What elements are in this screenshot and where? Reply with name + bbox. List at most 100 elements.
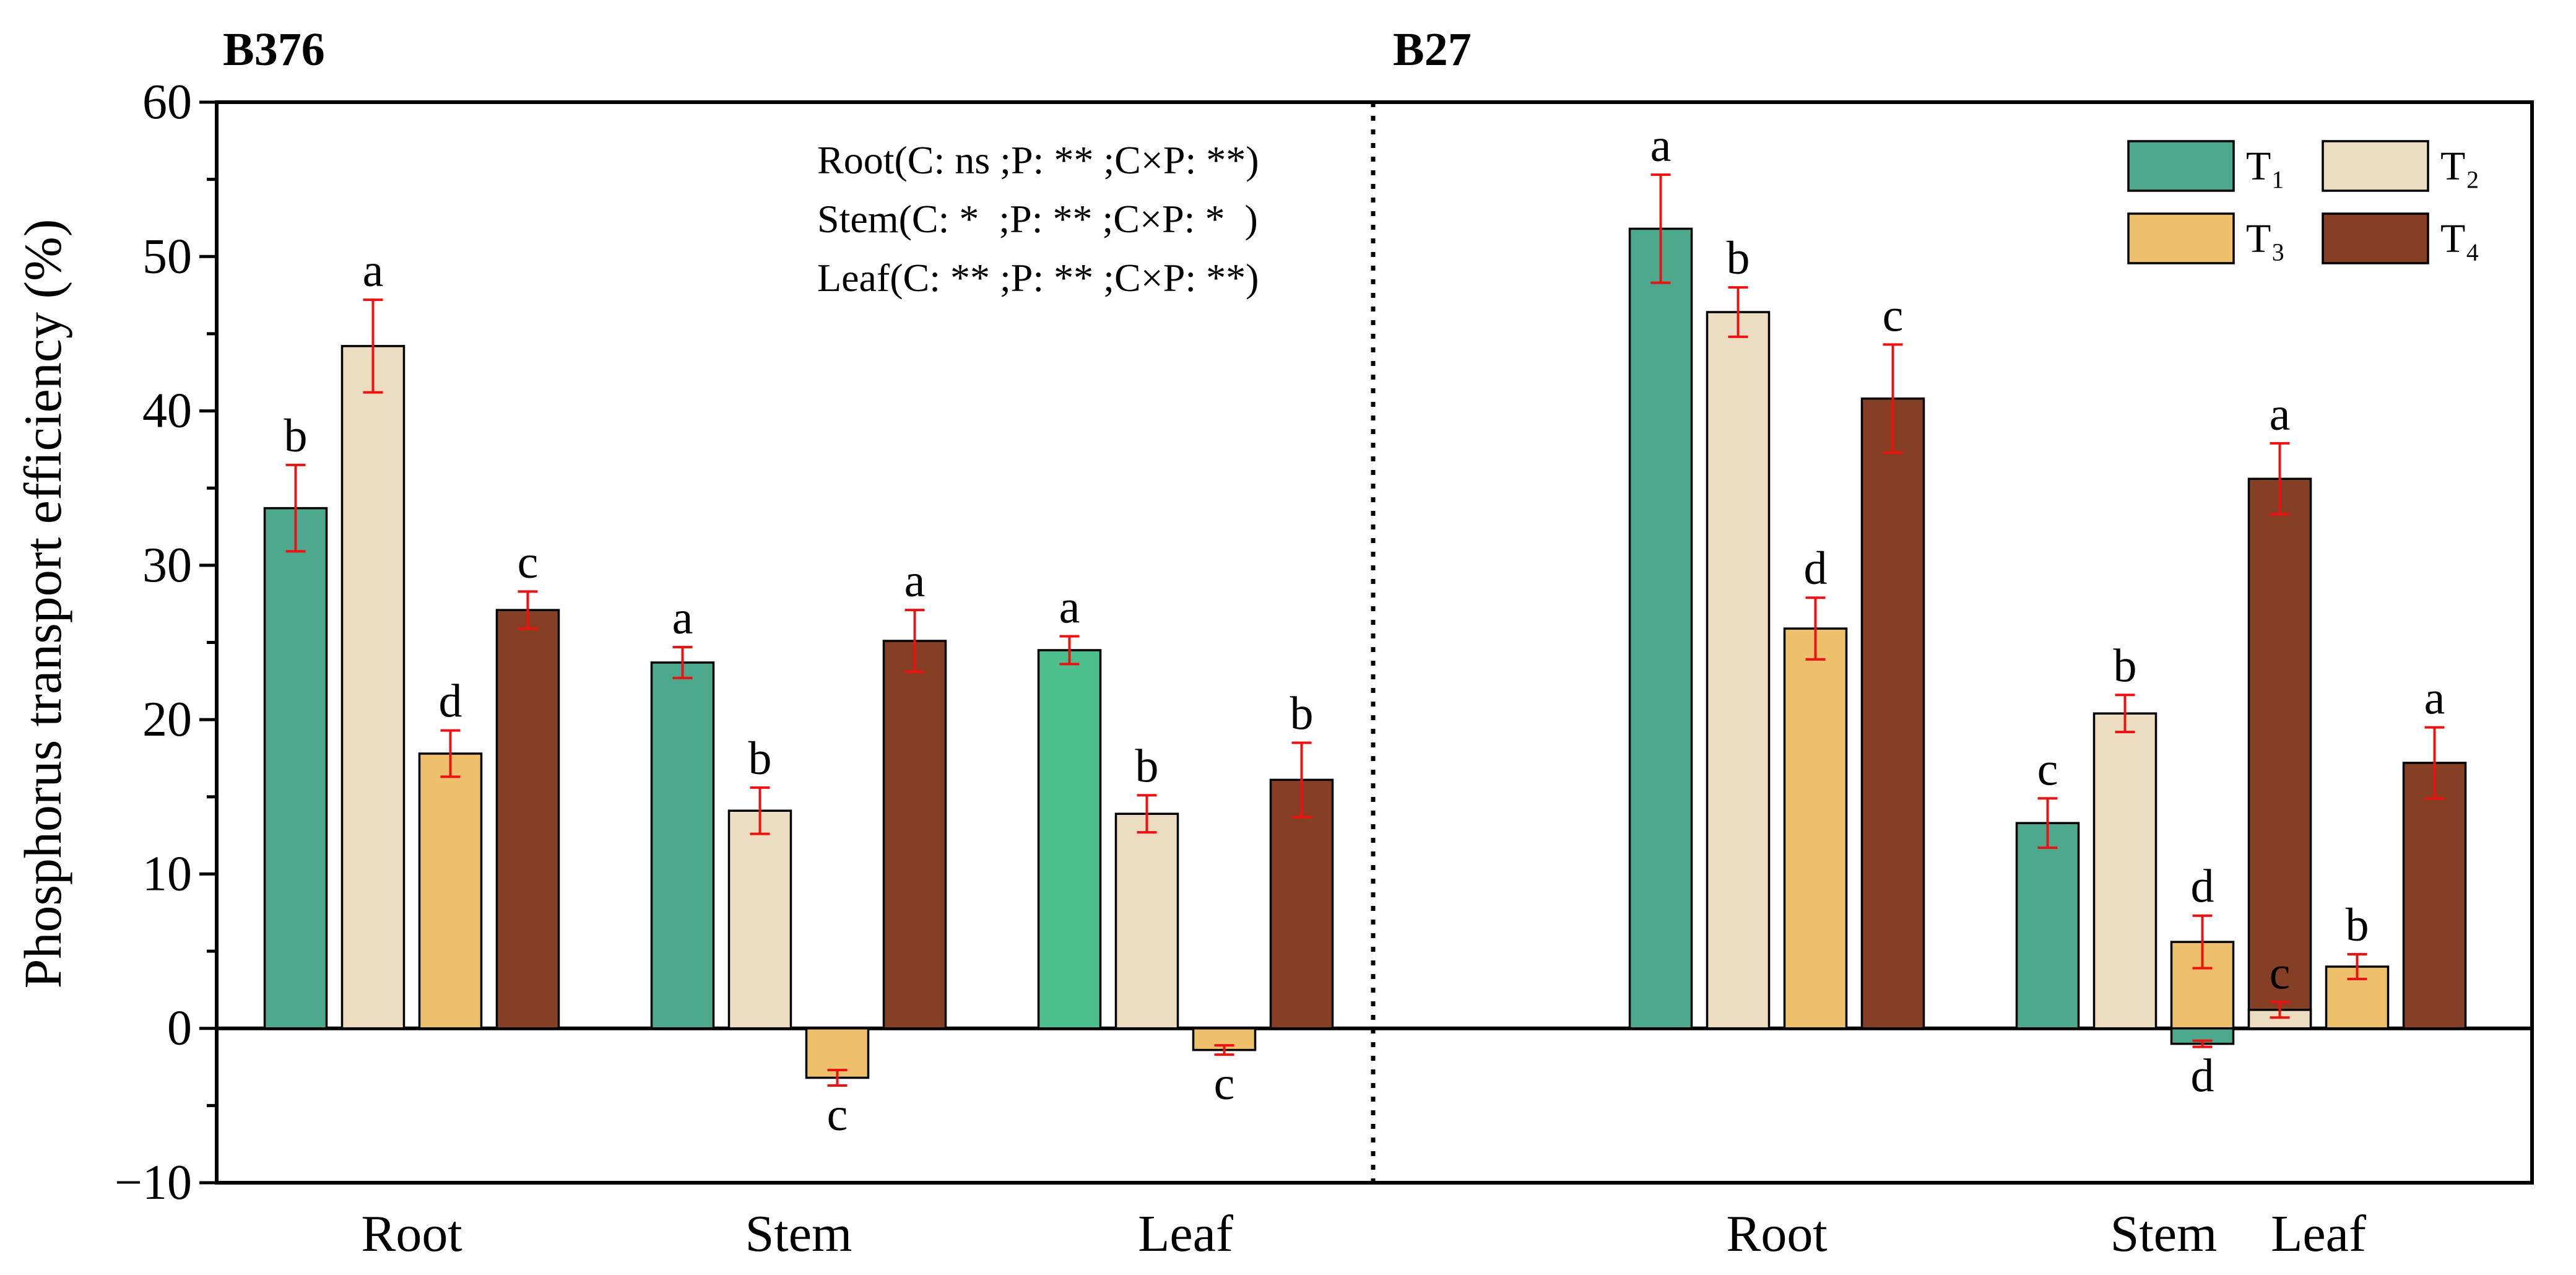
error-bar	[2424, 726, 2445, 800]
error-bar	[1883, 343, 1903, 454]
significance-letter: a	[672, 592, 693, 644]
significance-letter: a	[363, 245, 384, 297]
bar-b27-stem-t4	[2247, 477, 2312, 1030]
significance-letter: c	[827, 1089, 848, 1141]
panel-label-b27: B27	[1393, 24, 1472, 76]
error-bar	[1137, 794, 1157, 834]
significance-letter: b	[748, 733, 772, 785]
error-bar	[750, 786, 770, 835]
significance-letter: b	[2114, 640, 2137, 692]
error-bar	[1650, 173, 1671, 284]
x-tick-label: Root	[1726, 1205, 1827, 1263]
bar-b27-root-t2	[1706, 311, 1771, 1030]
significance-letter: c	[1883, 289, 1904, 341]
significance-letter: b	[1290, 688, 1314, 740]
error-bar	[518, 590, 538, 630]
significance-letter: d	[2191, 1050, 2214, 1102]
significance-letters-group: b a d c a b c a a b c b a b d c c b d a d c b a	[284, 120, 2445, 1141]
error-bar	[1291, 741, 1312, 819]
x-tick-label: Leaf	[2271, 1205, 2366, 1263]
bar-b376-leaf-t1	[1037, 649, 1102, 1030]
x-tick-label: Stem	[2110, 1205, 2218, 1263]
y-tick-label: 30	[142, 538, 192, 593]
error-bar	[2115, 694, 2135, 734]
annotation-root: Root(C: ns ;P: ** ;C×P: **)	[817, 138, 1259, 182]
legend: T₁ T₂ T₃ T₄	[2127, 140, 2479, 264]
significance-letter: c	[518, 536, 539, 588]
x-tick-label: Leaf	[1138, 1205, 1233, 1263]
legend-label-t4: T₄	[2440, 216, 2479, 261]
error-bar	[1805, 596, 1826, 661]
y-tick-label: 20	[142, 692, 192, 747]
bar-b27-leaf-t2	[2247, 1009, 2312, 1030]
significance-letter: a	[2424, 672, 2445, 725]
bar-b376-stem-t1	[650, 661, 715, 1030]
bar-b27-root-t1	[1628, 227, 1693, 1030]
error-bar	[2192, 1039, 2213, 1048]
significance-letter: b	[2346, 899, 2369, 951]
y-tick-label: 50	[142, 229, 192, 284]
legend-swatch-t3	[2127, 212, 2235, 264]
anova-annotation: Root(C: ns ;P: ** ;C×P: **) Stem(C: * ;P…	[817, 138, 1259, 300]
bar-b376-stem-t2	[727, 809, 792, 1030]
significance-letter: c	[1214, 1058, 1235, 1110]
legend-swatch-t1	[2127, 140, 2235, 192]
error-bar	[1214, 1044, 1234, 1056]
significance-letter: b	[1727, 232, 1750, 284]
error-bar	[672, 645, 693, 679]
error-bar	[2270, 1001, 2290, 1019]
error-bar	[440, 729, 461, 778]
significance-letter: d	[439, 676, 462, 728]
legend-swatch-t4	[2322, 212, 2429, 264]
significance-letter: a	[1059, 581, 1080, 633]
bar-b376-root-t2	[340, 345, 405, 1030]
error-bar	[1728, 286, 1748, 338]
bar-b27-root-t3	[1783, 627, 1848, 1030]
legend-swatch-t2	[2322, 140, 2429, 192]
significance-letter: b	[284, 410, 308, 462]
y-tick-label: 10	[142, 846, 192, 901]
bar-b376-root-t1	[263, 507, 328, 1030]
significance-letter: c	[2270, 947, 2291, 999]
bar-b376-leaf-t4	[1269, 778, 1334, 1030]
y-tick-label: 40	[142, 384, 192, 438]
error-bar	[2037, 797, 2058, 850]
bar-b27-leaf-t4	[2402, 762, 2467, 1030]
y-tick-label: −10	[115, 1155, 192, 1210]
y-tick-label: 60	[142, 75, 192, 129]
annotation-leaf: Leaf(C: ** ;P: ** ;C×P: **)	[817, 256, 1259, 300]
bar-b27-root-t4	[1860, 397, 1925, 1030]
axes-group: −10 0 10 20 30 40 50 60 Root Stem Leaf Root Stem Leaf	[115, 75, 2534, 1263]
bar-b27-stem-t1	[2015, 822, 2080, 1030]
annotation-stem: Stem(C: * ;P: ** ;C×P: * )	[817, 197, 1258, 241]
error-bar	[827, 1069, 848, 1087]
error-bar	[1059, 635, 1080, 666]
error-bar	[904, 609, 925, 673]
bar-b376-root-t4	[495, 609, 560, 1030]
significance-letter: a	[2270, 388, 2291, 440]
significance-letter: a	[904, 555, 926, 607]
y-tick-label: 0	[167, 1001, 192, 1056]
error-bars-group	[285, 173, 2445, 1087]
error-bar	[363, 298, 383, 394]
bar-b27-stem-t2	[2092, 712, 2158, 1030]
bar-b376-stem-t4	[882, 640, 947, 1030]
legend-label-t3: T₃	[2246, 216, 2285, 261]
panel-label-b376: B376	[223, 24, 325, 76]
legend-label-t1: T₁	[2246, 144, 2285, 189]
x-tick-label: Root	[361, 1205, 462, 1263]
bar-b376-root-t3	[418, 752, 483, 1030]
significance-letter: d	[1804, 542, 1828, 594]
significance-letter: c	[2037, 743, 2058, 795]
error-bar	[285, 463, 306, 553]
significance-letter: d	[2191, 861, 2214, 913]
x-tick-label: Stem	[745, 1205, 852, 1263]
bar-b376-leaf-t2	[1114, 812, 1179, 1030]
error-bar	[2192, 914, 2213, 970]
significance-letter: b	[1135, 740, 1159, 792]
y-axis-label: Phosphorus transport efficiency (%)	[13, 219, 72, 989]
significance-letter: a	[1650, 120, 1672, 172]
error-bar	[2347, 953, 2367, 980]
legend-label-t2: T₂	[2440, 144, 2479, 189]
